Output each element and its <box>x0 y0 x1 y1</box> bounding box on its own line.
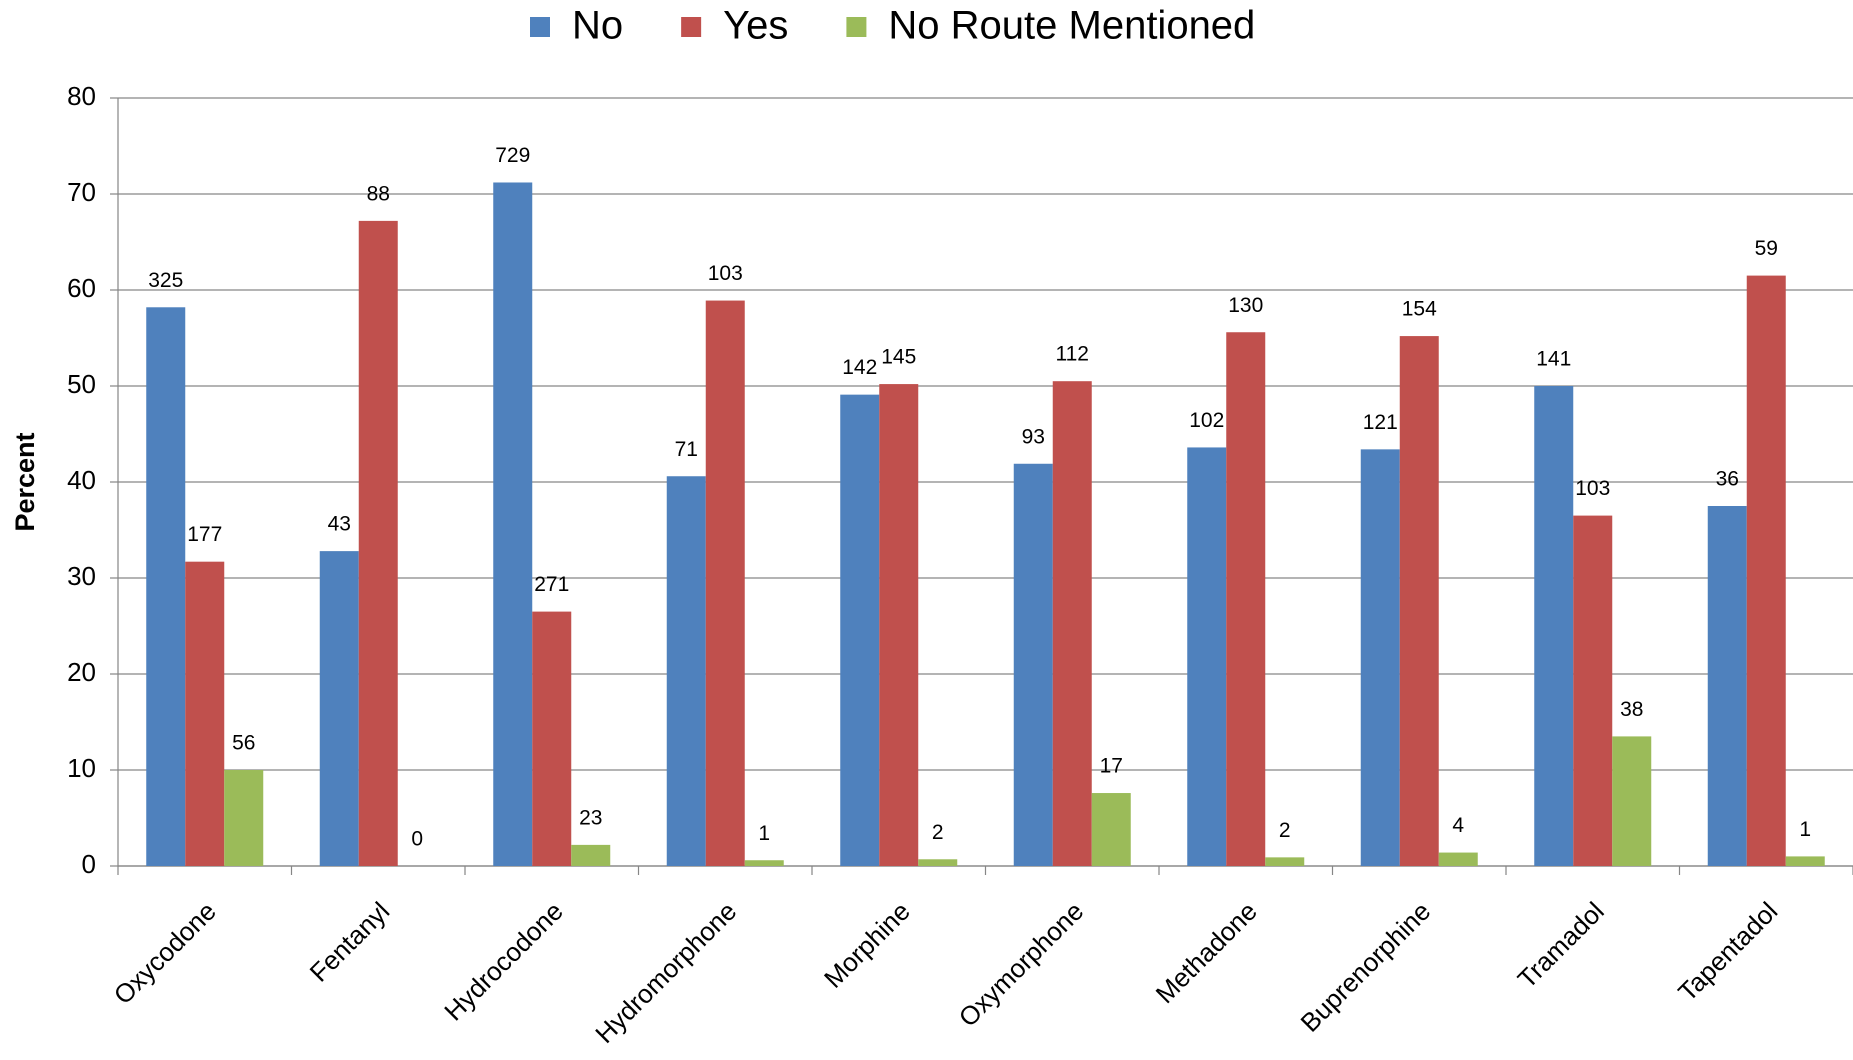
legend-swatch <box>681 17 702 37</box>
x-tick-label: Tramadol <box>1512 896 1610 994</box>
bar <box>1746 275 1786 867</box>
bar <box>1226 332 1266 866</box>
bar <box>1013 463 1053 866</box>
bar <box>840 394 880 866</box>
legend-swatch <box>846 17 867 37</box>
value-label: 23 <box>579 806 602 829</box>
legend-label: No Route Mentioned <box>888 4 1255 48</box>
value-label: 141 <box>1536 348 1571 371</box>
value-label: 145 <box>881 346 916 369</box>
value-label: 271 <box>534 573 569 596</box>
value-label: 103 <box>708 262 743 285</box>
bar <box>358 220 398 866</box>
value-label: 112 <box>1056 343 1089 366</box>
x-tick-label: Hydrocodone <box>438 896 569 1027</box>
bar <box>1091 793 1131 866</box>
value-label: 1 <box>1799 818 1811 841</box>
bar <box>571 844 611 866</box>
bar <box>705 300 745 866</box>
value-label: 38 <box>1620 698 1643 721</box>
value-label: 36 <box>1716 468 1739 491</box>
y-axis-label: Percent <box>10 432 40 531</box>
value-label: 177 <box>187 523 222 546</box>
bar <box>666 476 706 866</box>
y-tick-label: 0 <box>82 849 96 879</box>
x-tick-label: Morphine <box>818 896 916 994</box>
value-label: 2 <box>1279 819 1291 842</box>
value-label: 0 <box>411 828 423 851</box>
bar <box>1785 856 1825 866</box>
bar <box>1360 449 1400 866</box>
value-label: 59 <box>1755 237 1778 260</box>
y-tick-label: 10 <box>67 753 96 783</box>
bar <box>1612 736 1652 866</box>
x-tick-label: Tapentadol <box>1672 896 1783 1007</box>
x-tick-label: Hydromorphone <box>589 896 742 1049</box>
value-label: 71 <box>675 438 698 461</box>
value-label: 17 <box>1100 755 1123 778</box>
y-tick-label: 80 <box>67 81 96 111</box>
x-tick-label: Buprenorphine <box>1295 896 1437 1038</box>
legend-label: No <box>572 4 623 48</box>
x-tick-label: Methadone <box>1150 896 1263 1009</box>
bar <box>224 770 264 866</box>
bar <box>744 860 784 866</box>
legend-label: Yes <box>723 4 788 48</box>
bar <box>493 182 533 867</box>
value-label: 88 <box>367 182 390 205</box>
value-label: 4 <box>1452 814 1464 837</box>
bar <box>1265 857 1305 866</box>
bar <box>146 307 186 866</box>
bar <box>1438 852 1478 866</box>
value-label: 729 <box>495 144 530 167</box>
bar <box>1534 386 1574 866</box>
value-label: 325 <box>148 269 183 292</box>
bar <box>879 384 919 866</box>
y-tick-label: 20 <box>67 657 96 687</box>
x-tick-label: Oxymorphone <box>953 896 1090 1033</box>
legend-swatch <box>530 17 550 37</box>
y-tick-label: 40 <box>67 465 96 495</box>
y-tick-label: 50 <box>67 369 96 399</box>
value-label: 2 <box>932 821 944 844</box>
bar <box>1187 447 1227 866</box>
x-tick-label: Oxycodone <box>108 896 222 1010</box>
value-label: 103 <box>1575 477 1610 500</box>
bar <box>1399 336 1439 867</box>
bar <box>1573 515 1613 866</box>
value-label: 93 <box>1022 425 1045 448</box>
bar <box>185 561 225 866</box>
value-label: 1 <box>758 822 770 845</box>
bar <box>1052 381 1092 866</box>
bar <box>319 551 359 866</box>
value-label: 121 <box>1363 411 1398 434</box>
value-label: 102 <box>1189 409 1224 432</box>
bar <box>918 859 958 866</box>
y-tick-label: 70 <box>67 177 96 207</box>
y-tick-label: 60 <box>67 273 96 303</box>
y-tick-label: 30 <box>67 561 96 591</box>
value-label: 130 <box>1228 294 1263 317</box>
bar <box>1707 506 1747 866</box>
value-label: 154 <box>1402 298 1437 321</box>
value-label: 142 <box>842 356 877 379</box>
value-label: 56 <box>232 732 255 755</box>
value-label: 43 <box>328 513 351 536</box>
bar <box>532 611 572 866</box>
x-tick-label: Fentanyl <box>304 896 396 988</box>
